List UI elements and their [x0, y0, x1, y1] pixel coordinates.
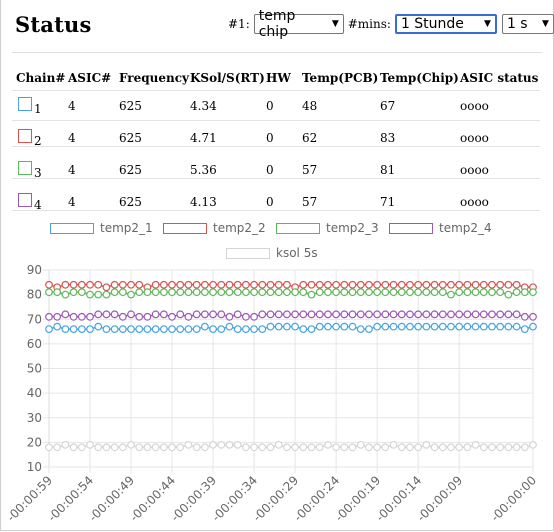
chain-color-swatch — [18, 192, 32, 207]
legend-swatch — [226, 247, 270, 259]
chain-cell: 2 — [16, 122, 68, 154]
asic-status-cell: oooo — [460, 195, 489, 209]
table-row: 2 4 625 4.71 0 62 83 oooo — [16, 122, 540, 154]
chevron-down-icon: ▼ — [484, 19, 491, 29]
asic-cell: 4 — [68, 163, 76, 177]
legend-swatch — [163, 222, 207, 234]
legend-item[interactable]: temp2_4 — [389, 221, 492, 235]
ksol-cell: 5.36 — [190, 163, 217, 177]
divider — [12, 146, 540, 147]
chain-number: 3 — [34, 165, 42, 180]
mins-select[interactable]: 1 Stunde ▼ — [394, 14, 497, 34]
divider — [12, 178, 540, 179]
col-chain: Chain# — [16, 71, 66, 85]
legend-item[interactable]: temp2_3 — [276, 221, 379, 235]
ksol-cell: 4.13 — [190, 195, 217, 209]
asic-cell: 4 — [68, 131, 76, 145]
divider — [12, 90, 540, 91]
legend-item[interactable]: temp2_2 — [163, 221, 266, 235]
ksol-cell: 4.34 — [190, 99, 217, 113]
asic-status-cell: oooo — [460, 99, 489, 113]
source-select-value: temp chip — [258, 8, 296, 40]
legend-swatch — [276, 222, 320, 234]
divider — [12, 210, 540, 211]
mins-select-value: 1 Stunde — [400, 16, 464, 32]
legend-label: temp2_3 — [326, 221, 379, 235]
table-row: 4 4 625 4.13 0 57 71 oooo — [16, 186, 540, 218]
legend-label: temp2_2 — [213, 221, 266, 235]
frequency-cell: 625 — [119, 163, 142, 177]
table-row: 3 4 625 5.36 0 57 81 oooo — [16, 154, 540, 186]
temp-chip-cell: 81 — [380, 163, 396, 177]
col-ksol: KSol/S(RT) — [190, 71, 265, 85]
asic-cell: 4 — [68, 195, 76, 209]
legend-label: temp2_4 — [439, 221, 492, 235]
legend-label: temp2_1 — [100, 221, 153, 235]
hw-cell: 0 — [266, 131, 274, 145]
chain-cell: 4 — [16, 186, 68, 218]
ksol-cell: 4.71 — [190, 131, 217, 145]
legend-item[interactable]: temp2_1 — [50, 221, 153, 235]
hw-cell: 0 — [266, 195, 274, 209]
chain-color-swatch — [18, 96, 32, 111]
temp-chip-cell: 83 — [380, 131, 396, 145]
temp-pcb-cell: 57 — [302, 195, 318, 209]
chain-number: 2 — [34, 133, 42, 148]
hw-cell: 0 — [266, 99, 274, 113]
interval-select[interactable]: 1 s ▼ — [501, 14, 554, 34]
legend-item[interactable]: ksol 5s — [226, 246, 318, 260]
temp-chip-cell: 67 — [380, 99, 396, 113]
col-hw: HW — [266, 71, 291, 85]
chain-cell: 1 — [16, 90, 68, 122]
chain-color-swatch — [18, 160, 32, 175]
chain-cell: 3 — [16, 154, 68, 186]
table-header-row: Chain# ASIC# Frequency KSol/S(RT) HW Tem… — [16, 66, 540, 90]
source-label: #1: — [228, 17, 250, 31]
chain-color-swatch — [18, 128, 32, 143]
source-select[interactable]: temp chip ▼ — [253, 8, 344, 40]
col-asic-status: ASIC status — [460, 71, 539, 85]
asic-cell: 4 — [68, 99, 76, 113]
temp-chip-cell: 71 — [380, 195, 396, 209]
col-temp-chip: Temp(Chip) — [380, 71, 459, 85]
col-asic: ASIC# — [68, 71, 112, 85]
page-title: Status — [15, 12, 92, 37]
mins-label: #mins: — [347, 17, 391, 31]
legend-swatch — [50, 222, 94, 234]
col-temp-pcb: Temp(PCB) — [302, 71, 379, 85]
table-row: 1 4 625 4.34 0 48 67 oooo — [16, 90, 540, 122]
asic-status-cell: oooo — [460, 163, 489, 177]
chain-number: 1 — [34, 101, 42, 116]
chain-table: Chain# ASIC# Frequency KSol/S(RT) HW Tem… — [16, 66, 540, 218]
divider — [12, 120, 540, 121]
asic-status-cell: oooo — [460, 131, 489, 145]
chevron-down-icon: ▼ — [331, 19, 339, 29]
chain-number: 4 — [34, 197, 42, 212]
header-divider — [12, 52, 542, 53]
frequency-cell: 625 — [119, 99, 142, 113]
frequency-cell: 625 — [119, 131, 142, 145]
frequency-cell: 625 — [119, 195, 142, 209]
interval-select-value: 1 s — [506, 16, 528, 32]
temp-pcb-cell: 48 — [302, 99, 318, 113]
hw-cell: 0 — [266, 163, 274, 177]
legend-swatch — [389, 222, 433, 234]
legend-label: ksol 5s — [276, 246, 318, 260]
col-frequency: Frequency — [119, 71, 190, 85]
chart-controls: #1: temp chip ▼ #mins: 1 Stunde ▼ 1 s ▼ — [228, 8, 554, 40]
temp-pcb-cell: 62 — [302, 131, 318, 145]
chevron-down-icon: ▼ — [542, 19, 549, 29]
temp-pcb-cell: 57 — [302, 163, 318, 177]
